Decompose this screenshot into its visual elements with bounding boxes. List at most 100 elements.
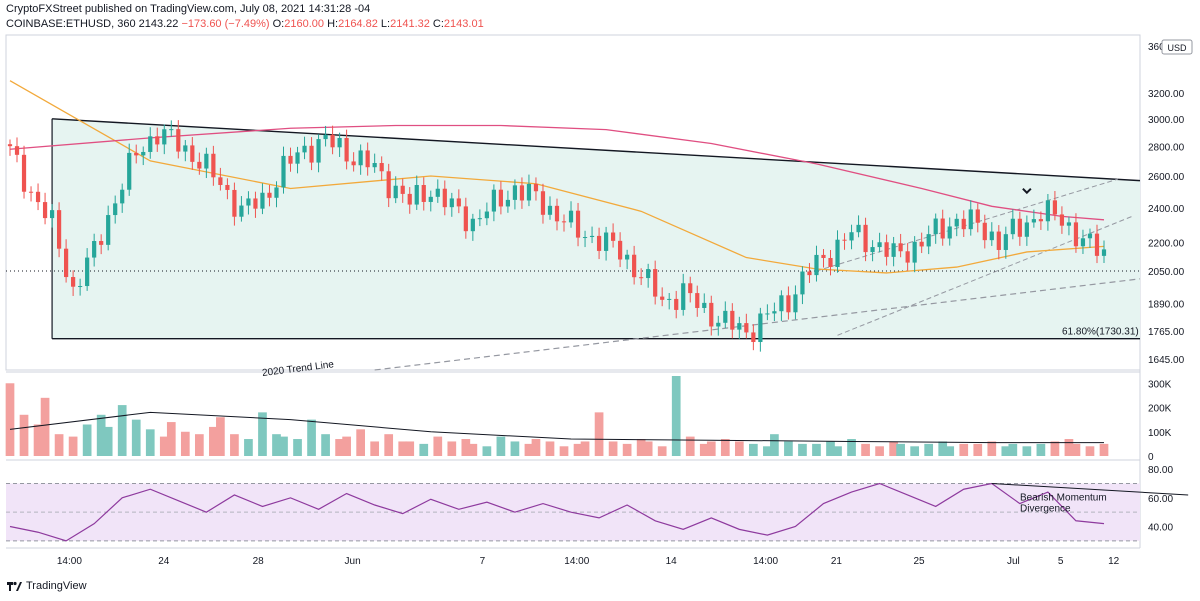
candle-body — [316, 139, 321, 163]
candle-body — [870, 247, 875, 253]
candle-body — [891, 243, 896, 257]
volume-bar — [447, 441, 457, 456]
volume-bar — [68, 436, 78, 456]
time-axis-label: Jul — [1007, 556, 1020, 567]
candle-body — [428, 196, 433, 202]
tradingview-brand[interactable]: TradingView — [26, 580, 87, 592]
channel-upper-line — [816, 178, 1119, 272]
volume-bar — [889, 441, 898, 456]
volume-bar — [706, 441, 716, 456]
volume-bar — [770, 434, 779, 456]
volume-bar — [1099, 443, 1109, 456]
candle-body — [463, 206, 468, 232]
volume-bar — [244, 439, 253, 456]
candle-body — [260, 192, 265, 209]
candle-body — [484, 211, 489, 219]
candle-body — [498, 189, 504, 207]
candle-body — [491, 189, 496, 212]
candle-body — [596, 235, 602, 251]
volume-bar — [496, 436, 506, 456]
candle-body — [905, 251, 910, 263]
price-axis-label: 3000.00 — [1148, 115, 1185, 126]
candle-body — [1024, 222, 1029, 237]
high-value: 2164.82 — [338, 18, 378, 30]
candle-body — [63, 248, 69, 278]
publisher-text: CryptoFXStreet published on TradingView.… — [6, 3, 371, 15]
candle-body — [309, 145, 314, 163]
candle-body — [926, 234, 931, 247]
volume-bar — [180, 431, 190, 456]
volume-bar — [461, 439, 471, 456]
volume-bar — [216, 417, 225, 456]
volume-bar — [5, 383, 15, 456]
volume-axis-label: 100K — [1148, 428, 1172, 439]
volume-bar — [468, 443, 478, 456]
candle-body — [681, 283, 686, 310]
volume-bar — [398, 441, 408, 456]
candle-body — [737, 323, 742, 330]
price-axis-label: 2050.00 — [1148, 267, 1185, 278]
candle-body — [982, 222, 987, 241]
candle-body — [568, 210, 574, 223]
volume-axis-label: 0 — [1148, 452, 1154, 463]
triangle-fill — [52, 118, 1141, 339]
volume-bar — [131, 419, 141, 456]
time-axis-label: 21 — [831, 556, 843, 567]
candle-body — [688, 283, 693, 294]
candle-body — [618, 240, 623, 260]
volume-bar — [608, 441, 618, 456]
time-axis-label: 28 — [253, 556, 265, 567]
candle-body — [744, 323, 749, 333]
candle-body — [365, 150, 370, 168]
candle-body — [849, 232, 854, 241]
volume-bar — [482, 446, 492, 456]
volume-bar — [826, 441, 835, 456]
candle-body — [456, 198, 461, 207]
candle-body — [793, 294, 798, 313]
candle-body — [169, 129, 174, 131]
candle-body — [162, 129, 167, 145]
candle-body — [1010, 218, 1015, 235]
volume-bar — [272, 434, 281, 456]
candle-body — [877, 242, 882, 248]
volume-bar — [657, 446, 667, 456]
time-axis-label: 14:00 — [753, 556, 778, 567]
candle-body — [814, 254, 819, 276]
rsi-axis-label: 40.00 — [1148, 523, 1173, 534]
volume-bar — [321, 434, 330, 456]
volume-bar — [258, 412, 267, 456]
volume-bar — [833, 446, 842, 456]
time-axis-label: 25 — [913, 556, 925, 567]
candle-body — [996, 231, 1001, 250]
candle-body — [470, 218, 475, 232]
candle-body — [141, 151, 146, 156]
volume-bar — [636, 439, 646, 456]
caret-marker-icon — [1022, 187, 1032, 195]
volume-bar — [524, 443, 534, 456]
volume-bar — [531, 439, 541, 456]
candle-body — [674, 298, 679, 310]
volume-bar — [96, 414, 106, 456]
volume-bar — [145, 429, 155, 456]
divergence-label-line2: Divergence — [1020, 504, 1071, 515]
candle-body — [393, 185, 398, 199]
candle-body — [56, 210, 62, 249]
candle-body — [358, 150, 363, 166]
candles-group — [7, 120, 1107, 352]
price-axis-label: 1645.00 — [1148, 355, 1185, 366]
candle-body — [625, 254, 630, 260]
volume-bar — [419, 443, 429, 456]
candle-body — [113, 203, 118, 216]
volume-bar — [798, 443, 807, 456]
candle-body — [1017, 218, 1022, 237]
price-axis-label: 3200.00 — [1148, 89, 1185, 100]
candle-body — [337, 138, 342, 148]
price-axis-label: 1765.00 — [1148, 327, 1185, 338]
volume-bar — [54, 434, 64, 456]
candle-body — [779, 295, 784, 312]
time-axis-label: 14:00 — [564, 556, 589, 567]
volume-bar — [573, 443, 583, 456]
close-label: C: — [432, 18, 444, 30]
candle-body — [414, 185, 419, 205]
